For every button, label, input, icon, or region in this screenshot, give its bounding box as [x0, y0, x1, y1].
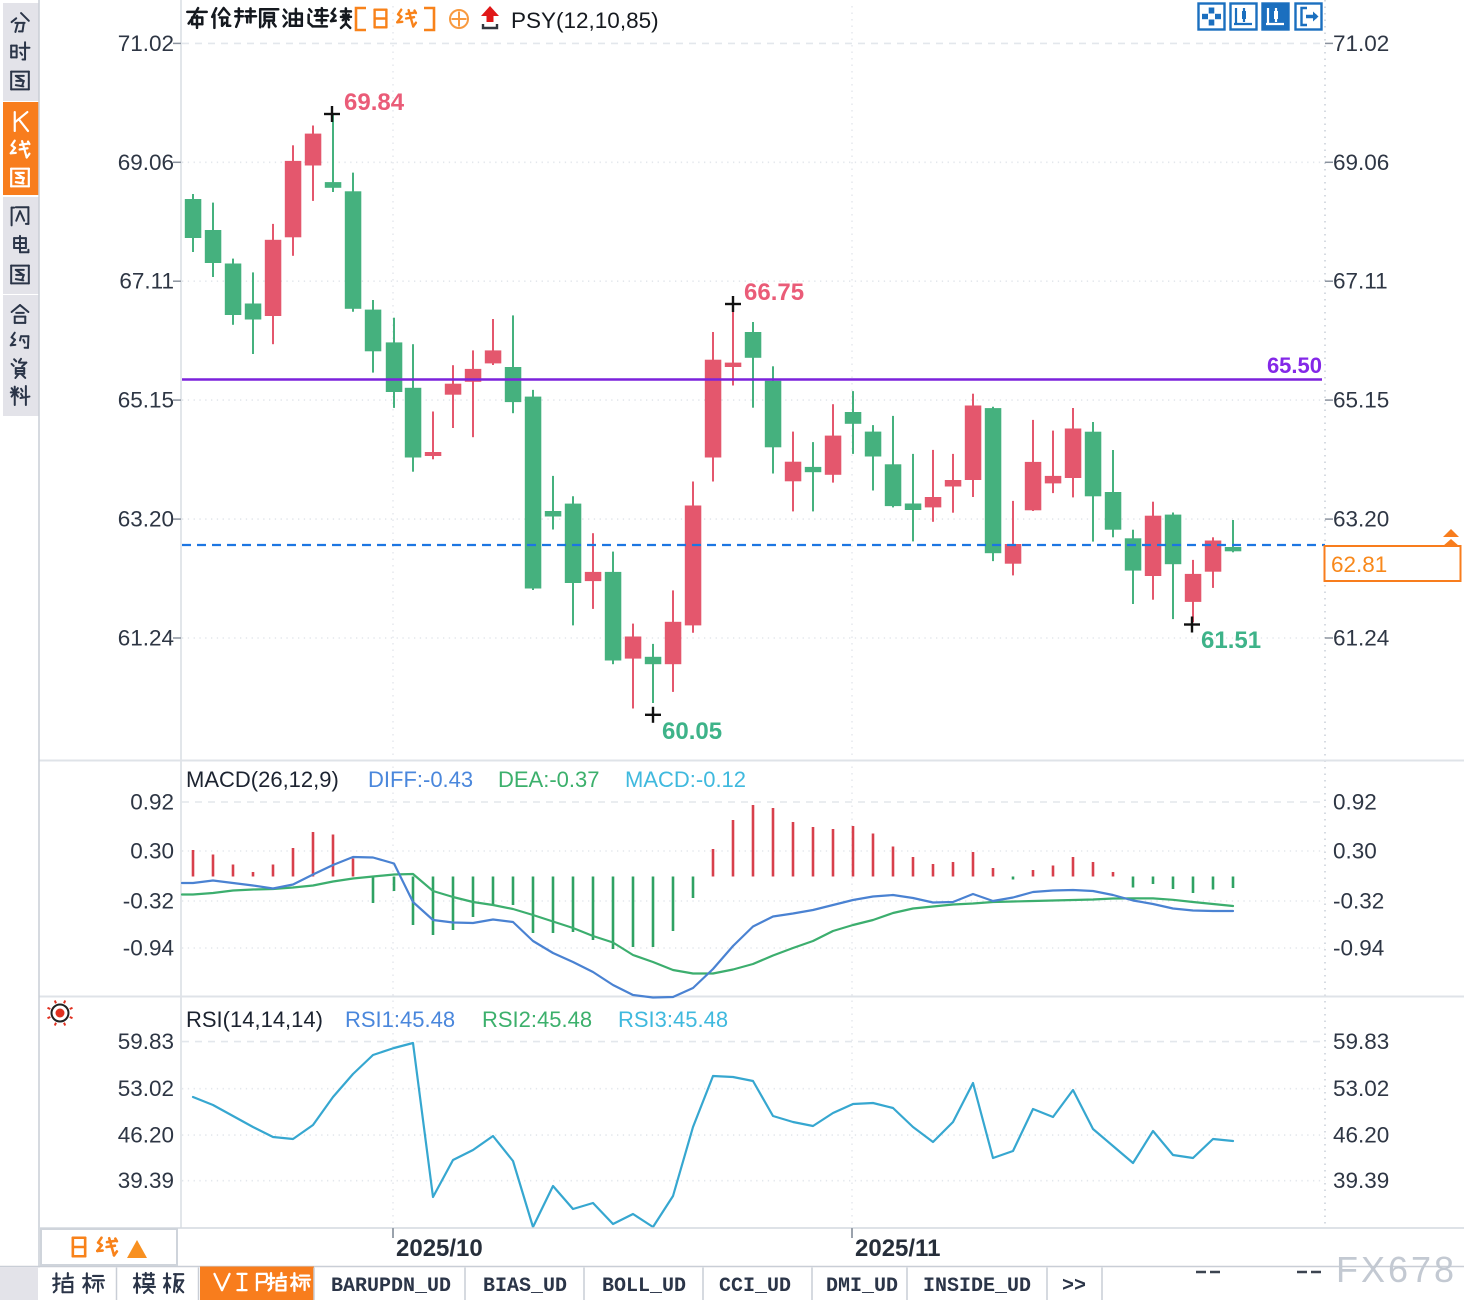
svg-text:71.02: 71.02: [1333, 31, 1389, 56]
svg-text:63.20: 63.20: [118, 507, 174, 532]
svg-text:RSI(14,14,14): RSI(14,14,14): [186, 1007, 323, 1032]
svg-text:0.30: 0.30: [130, 839, 174, 864]
svg-text:67.11: 67.11: [119, 269, 174, 294]
svg-text:RSI3:45.48: RSI3:45.48: [618, 1007, 728, 1032]
svg-text:0.92: 0.92: [1333, 790, 1377, 815]
svg-text:61.51: 61.51: [1201, 627, 1261, 654]
svg-text:63.20: 63.20: [1333, 507, 1389, 532]
svg-text:39.39: 39.39: [118, 1168, 174, 1193]
svg-text:60.05: 60.05: [662, 718, 722, 745]
svg-text:DMI_UD: DMI_UD: [826, 1275, 898, 1298]
svg-text:69.06: 69.06: [1333, 150, 1389, 175]
svg-text:46.20: 46.20: [118, 1123, 174, 1148]
svg-text:-0.32: -0.32: [123, 889, 174, 914]
svg-text:65.50: 65.50: [1267, 353, 1322, 378]
svg-text:PSY(12,10,85): PSY(12,10,85): [511, 8, 659, 33]
svg-text:61.24: 61.24: [1333, 626, 1389, 651]
svg-text:CCI_UD: CCI_UD: [719, 1275, 791, 1298]
svg-text:46.20: 46.20: [1333, 1123, 1389, 1148]
svg-text:BIAS_UD: BIAS_UD: [483, 1275, 567, 1298]
svg-text:66.75: 66.75: [744, 279, 804, 306]
svg-text:DEA:-0.37: DEA:-0.37: [498, 767, 600, 792]
svg-text:0.92: 0.92: [130, 790, 174, 815]
svg-text:MACD(26,12,9): MACD(26,12,9): [186, 767, 339, 792]
svg-text:62.81: 62.81: [1331, 552, 1387, 577]
svg-text:MACD:-0.12: MACD:-0.12: [625, 767, 746, 792]
svg-text:59.83: 59.83: [1333, 1029, 1389, 1054]
svg-text:69.06: 69.06: [118, 150, 174, 175]
svg-text:61.24: 61.24: [118, 626, 174, 651]
svg-text:53.02: 53.02: [1333, 1076, 1389, 1101]
svg-text:INSIDE_UD: INSIDE_UD: [923, 1275, 1031, 1298]
svg-text:RSI1:45.48: RSI1:45.48: [345, 1007, 455, 1032]
svg-text:2025/10: 2025/10: [396, 1235, 483, 1262]
svg-text:65.15: 65.15: [1333, 388, 1389, 413]
svg-text:71.02: 71.02: [118, 31, 174, 56]
svg-text:>>: >>: [1062, 1275, 1086, 1298]
svg-text:RSI2:45.48: RSI2:45.48: [482, 1007, 592, 1032]
svg-text:FX678: FX678: [1336, 1249, 1457, 1290]
svg-text:65.15: 65.15: [118, 388, 174, 413]
svg-text:DIFF:-0.43: DIFF:-0.43: [368, 767, 473, 792]
svg-text:39.39: 39.39: [1333, 1168, 1389, 1193]
svg-text:BOLL_UD: BOLL_UD: [602, 1275, 686, 1298]
svg-text:2025/11: 2025/11: [855, 1235, 940, 1262]
svg-text:-0.32: -0.32: [1333, 889, 1384, 914]
svg-text:59.83: 59.83: [118, 1029, 174, 1054]
svg-text:53.02: 53.02: [118, 1076, 174, 1101]
svg-text:-0.94: -0.94: [1333, 936, 1384, 961]
svg-text:-0.94: -0.94: [123, 936, 174, 961]
svg-text:BARUPDN_UD: BARUPDN_UD: [331, 1275, 451, 1298]
svg-text:69.84: 69.84: [344, 89, 405, 116]
svg-text:67.11: 67.11: [1333, 269, 1388, 294]
svg-text:0.30: 0.30: [1333, 839, 1377, 864]
